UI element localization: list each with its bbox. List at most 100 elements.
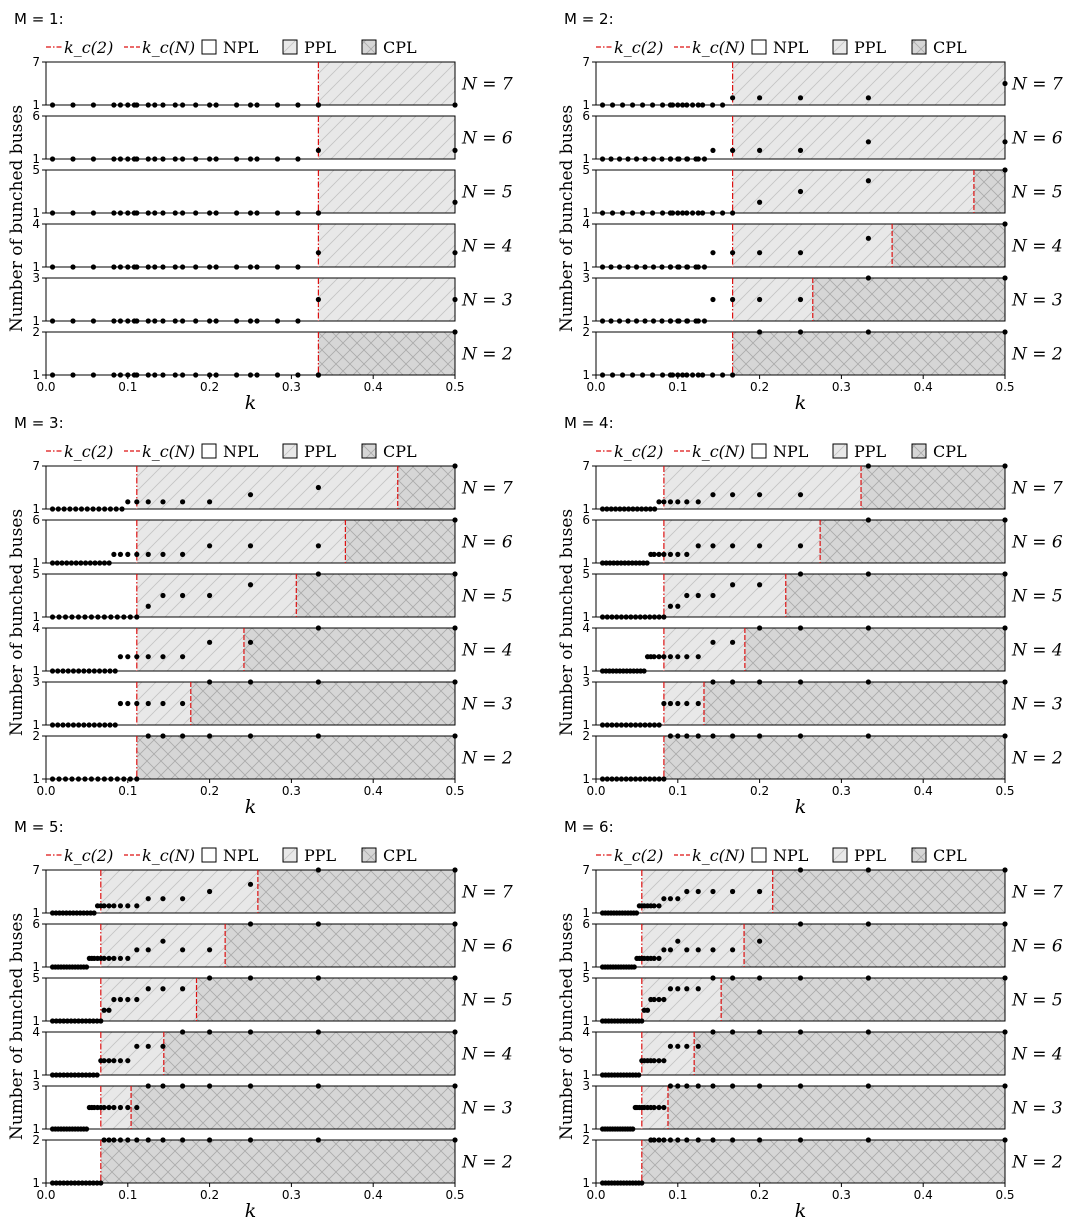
data-point: [720, 102, 726, 108]
y-tick-label: 4: [32, 1025, 40, 1039]
data-point: [86, 722, 92, 728]
data-point: [125, 1104, 131, 1111]
data-point: [757, 582, 763, 588]
y-tick-label: 1: [32, 98, 40, 112]
data-point: [710, 1029, 716, 1035]
panel-n6: 6 1 N = 6: [32, 513, 513, 570]
x-tick-label: 0.4: [364, 1188, 383, 1202]
data-point: [667, 372, 674, 378]
data-point: [247, 372, 254, 378]
y-tick-label: 6: [32, 917, 40, 931]
x-tick-label: 0.0: [586, 1188, 605, 1202]
data-point: [695, 156, 701, 162]
data-point: [651, 722, 658, 728]
data-point: [699, 210, 706, 216]
y-tick-label: 6: [32, 513, 40, 527]
data-point: [452, 867, 458, 873]
data-point: [134, 551, 140, 557]
panel-label: N = 7: [461, 75, 513, 95]
data-point: [684, 264, 690, 270]
data-point: [160, 551, 166, 557]
data-point: [72, 1072, 78, 1078]
panel-n5: 5 1 N = 5: [32, 567, 512, 624]
data-point: [315, 102, 321, 108]
data-point: [730, 147, 736, 153]
data-point: [70, 668, 77, 674]
data-point: [650, 264, 657, 270]
data-point: [247, 1083, 254, 1089]
legend-npl-label: NPL: [223, 38, 259, 57]
data-point: [101, 1137, 107, 1143]
panel-n2: 2 1 N = 2: [32, 325, 512, 382]
data-point: [633, 910, 640, 916]
data-point: [452, 250, 458, 256]
panel-label: N = 5: [1011, 587, 1063, 607]
panel-frame: [45, 465, 456, 510]
data-point: [134, 700, 140, 707]
data-point: [247, 679, 254, 685]
panel-n4: 4 1 N = 4: [32, 621, 512, 678]
y-axis-label: Number of bunched buses: [557, 913, 577, 1140]
legend-npl-swatch: [201, 443, 217, 459]
data-point: [695, 1137, 701, 1143]
x-tick-label: 0.4: [364, 380, 383, 394]
data-point: [689, 210, 696, 216]
ppl-region: [663, 574, 786, 617]
data-point: [1002, 139, 1008, 145]
data-point: [145, 102, 151, 108]
data-point: [55, 506, 61, 512]
data-point: [55, 722, 61, 728]
data-point: [625, 156, 631, 162]
x-tick-label: 0.0: [36, 1188, 55, 1202]
data-point: [661, 654, 667, 660]
data-point: [656, 1104, 662, 1111]
data-point: [865, 139, 871, 145]
data-point: [94, 1018, 100, 1024]
y-tick-label: 1: [582, 906, 590, 920]
data-point: [452, 625, 458, 631]
data-point: [656, 551, 662, 557]
data-point: [134, 947, 140, 953]
data-point: [609, 722, 615, 728]
y-tick-label: 5: [582, 163, 590, 177]
x-tick-label: 0.3: [832, 1188, 851, 1202]
data-point: [102, 722, 108, 728]
data-point: [207, 639, 213, 645]
data-point: [56, 776, 62, 782]
data-point: [701, 156, 708, 162]
data-point: [452, 147, 458, 153]
data-point: [684, 210, 690, 216]
y-tick-label: 4: [32, 621, 40, 635]
data-point: [315, 625, 321, 631]
panel-label: N = 4: [1011, 641, 1063, 661]
panel-n3: 3 1 N = 3: [32, 1079, 512, 1136]
data-point: [667, 896, 674, 902]
data-point: [70, 102, 76, 108]
y-tick-label: 1: [582, 260, 590, 274]
data-point: [207, 975, 213, 981]
data-point: [180, 986, 186, 992]
data-point: [730, 947, 736, 953]
y-tick-label: 1: [32, 556, 40, 570]
data-point: [695, 499, 701, 505]
y-tick-label: 3: [582, 1079, 590, 1093]
data-point: [797, 733, 804, 739]
data-point: [94, 1072, 100, 1078]
data-point: [152, 210, 158, 216]
y-tick-label: 1: [32, 906, 40, 920]
data-point: [90, 318, 97, 324]
data-point: [599, 560, 606, 566]
data-point: [1002, 679, 1008, 685]
ppl-region: [100, 978, 197, 1021]
data-point: [125, 1058, 131, 1064]
data-point: [699, 102, 706, 108]
cpl-region: [257, 870, 455, 913]
data-point: [617, 506, 623, 512]
data-point: [628, 614, 634, 620]
x-tick-label: 0.3: [282, 784, 301, 798]
data-point: [54, 560, 60, 566]
data-point: [630, 506, 636, 512]
data-point: [675, 1137, 681, 1143]
data-point: [61, 1018, 67, 1024]
legend-kc2-label: k_c(2): [614, 846, 663, 865]
